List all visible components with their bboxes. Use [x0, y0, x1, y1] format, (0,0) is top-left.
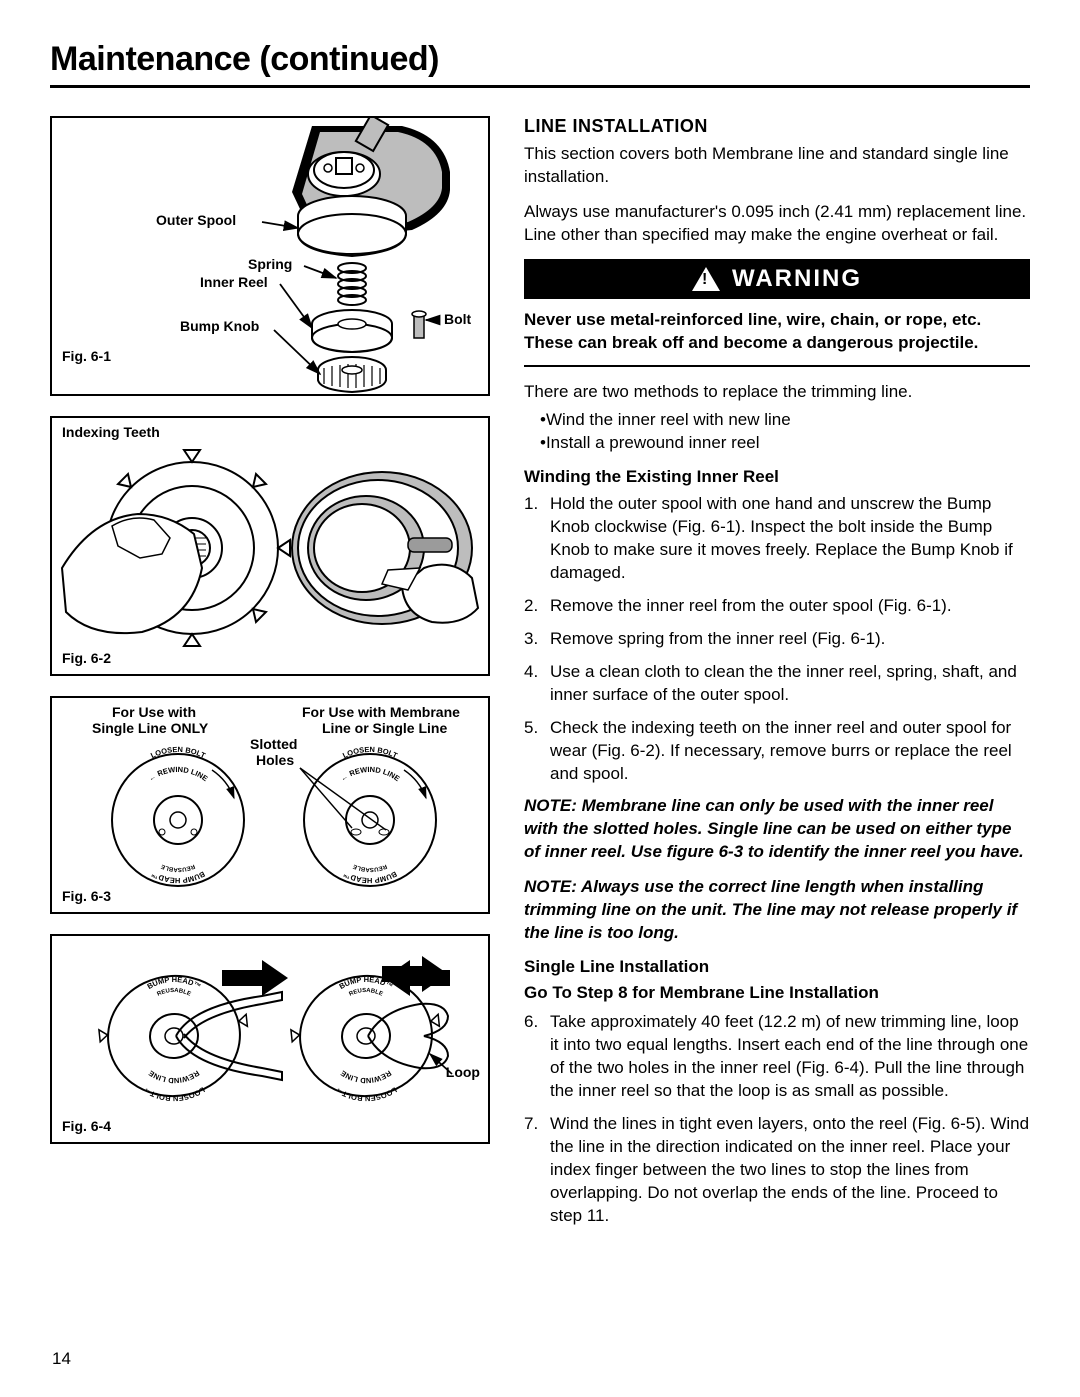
figures-column: Outer Spool Spring Inner Reel Bump Knob …	[50, 116, 490, 1238]
fig-6-2-svg	[52, 418, 488, 674]
label-slotted: Slotted	[250, 736, 297, 752]
fig-6-2-caption: Fig. 6-2	[62, 650, 111, 666]
step-item: 7.Wind the lines in tight even layers, o…	[524, 1113, 1030, 1228]
step-item: 1.Hold the outer spool with one hand and…	[524, 493, 1030, 585]
label-bump-knob: Bump Knob	[180, 318, 259, 334]
intro-p2: Always use manufacturer's 0.095 inch (2.…	[524, 201, 1030, 247]
subhead-goto: Go To Step 8 for Membrane Line Installat…	[524, 983, 1030, 1003]
step-item: 4.Use a clean cloth to clean the the inn…	[524, 661, 1030, 707]
step-item: 5.Check the indexing teeth on the inner …	[524, 717, 1030, 786]
section-heading: LINE INSTALLATION	[524, 116, 1030, 137]
figure-6-4: LOOSEN BOLT→ REWIND LINE BUMP HEAD™ REUS…	[50, 934, 490, 1144]
note-2: NOTE: Always use the correct line length…	[524, 876, 1030, 945]
label-loop: Loop	[446, 1064, 480, 1080]
content-columns: Outer Spool Spring Inner Reel Bump Knob …	[50, 116, 1030, 1238]
methods-intro: There are two methods to replace the tri…	[524, 381, 1030, 404]
intro-p1: This section covers both Membrane line a…	[524, 143, 1030, 189]
label-right-title2: Line or Single Line	[322, 720, 447, 736]
fig-6-3-caption: Fig. 6-3	[62, 888, 111, 904]
label-bolt: Bolt	[444, 311, 471, 327]
text-column: LINE INSTALLATION This section covers bo…	[524, 116, 1030, 1238]
steps-list-a: 1.Hold the outer spool with one hand and…	[524, 493, 1030, 785]
page-number: 14	[52, 1349, 71, 1369]
fig-6-4-svg: LOOSEN BOLT→ REWIND LINE BUMP HEAD™ REUS…	[52, 936, 488, 1142]
label-holes: Holes	[256, 752, 294, 768]
figure-6-3: LOOSEN BOLT ← REWIND LINE BUMP HEAD™ REU…	[50, 696, 490, 914]
label-outer-spool: Outer Spool	[156, 212, 236, 228]
step-item: 2.Remove the inner reel from the outer s…	[524, 595, 1030, 618]
figure-6-1: Outer Spool Spring Inner Reel Bump Knob …	[50, 116, 490, 396]
fig-6-1-caption: Fig. 6-1	[62, 348, 111, 364]
list-item: Wind the inner reel with new line	[524, 408, 1030, 432]
subhead-single-line: Single Line Installation	[524, 957, 1030, 977]
list-item: Install a prewound inner reel	[524, 431, 1030, 455]
label-inner-reel: Inner Reel	[200, 274, 268, 290]
divider	[524, 365, 1030, 367]
step-item: 6.Take approximately 40 feet (12.2 m) of…	[524, 1011, 1030, 1103]
steps-list-b: 6.Take approximately 40 feet (12.2 m) of…	[524, 1011, 1030, 1227]
figure-6-2: Indexing Teeth Fig. 6-2	[50, 416, 490, 676]
subhead-winding: Winding the Existing Inner Reel	[524, 467, 1030, 487]
label-left-title2: Single Line ONLY	[92, 720, 208, 736]
warning-triangle-icon	[692, 267, 720, 291]
label-indexing-teeth: Indexing Teeth	[62, 424, 160, 440]
warning-body: Never use metal-reinforced line, wire, c…	[524, 309, 1030, 355]
methods-list: Wind the inner reel with new line Instal…	[524, 408, 1030, 456]
step-item: 3.Remove spring from the inner reel (Fig…	[524, 628, 1030, 651]
page-title: Maintenance (continued)	[50, 40, 1030, 88]
label-right-title1: For Use with Membrane	[302, 704, 460, 720]
label-spring: Spring	[248, 256, 292, 272]
warning-bar: WARNING	[524, 259, 1030, 299]
fig-6-4-caption: Fig. 6-4	[62, 1118, 111, 1134]
warning-label: WARNING	[732, 265, 862, 293]
label-left-title1: For Use with	[112, 704, 196, 720]
note-1: NOTE: Membrane line can only be used wit…	[524, 795, 1030, 864]
